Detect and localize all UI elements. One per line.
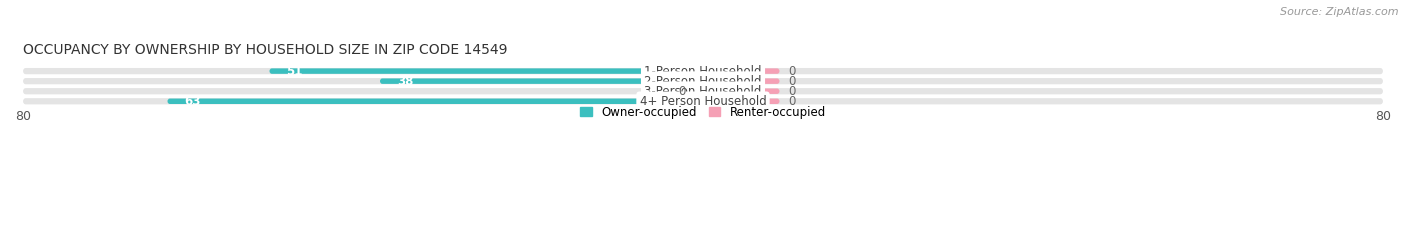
- Text: OCCUPANCY BY OWNERSHIP BY HOUSEHOLD SIZE IN ZIP CODE 14549: OCCUPANCY BY OWNERSHIP BY HOUSEHOLD SIZE…: [22, 43, 508, 57]
- Text: 0: 0: [787, 75, 796, 88]
- Text: 1-Person Household: 1-Person Household: [644, 65, 762, 78]
- FancyBboxPatch shape: [22, 68, 1384, 74]
- FancyBboxPatch shape: [22, 98, 1384, 104]
- FancyBboxPatch shape: [711, 79, 779, 84]
- Legend: Owner-occupied, Renter-occupied: Owner-occupied, Renter-occupied: [575, 101, 831, 123]
- Text: 0: 0: [679, 85, 686, 98]
- Text: 2-Person Household: 2-Person Household: [644, 75, 762, 88]
- Text: 3-Person Household: 3-Person Household: [644, 85, 762, 98]
- Text: Source: ZipAtlas.com: Source: ZipAtlas.com: [1281, 7, 1399, 17]
- Text: 38: 38: [396, 75, 413, 88]
- FancyBboxPatch shape: [270, 69, 703, 74]
- FancyBboxPatch shape: [711, 99, 779, 104]
- Text: 0: 0: [787, 95, 796, 108]
- FancyBboxPatch shape: [380, 79, 703, 84]
- Text: 4+ Person Household: 4+ Person Household: [640, 95, 766, 108]
- Text: 63: 63: [184, 95, 201, 108]
- FancyBboxPatch shape: [167, 99, 703, 104]
- Text: 51: 51: [287, 65, 302, 78]
- Text: 0: 0: [787, 65, 796, 78]
- Text: 0: 0: [787, 85, 796, 98]
- FancyBboxPatch shape: [711, 69, 779, 74]
- FancyBboxPatch shape: [22, 78, 1384, 84]
- FancyBboxPatch shape: [711, 89, 779, 94]
- FancyBboxPatch shape: [22, 88, 1384, 94]
